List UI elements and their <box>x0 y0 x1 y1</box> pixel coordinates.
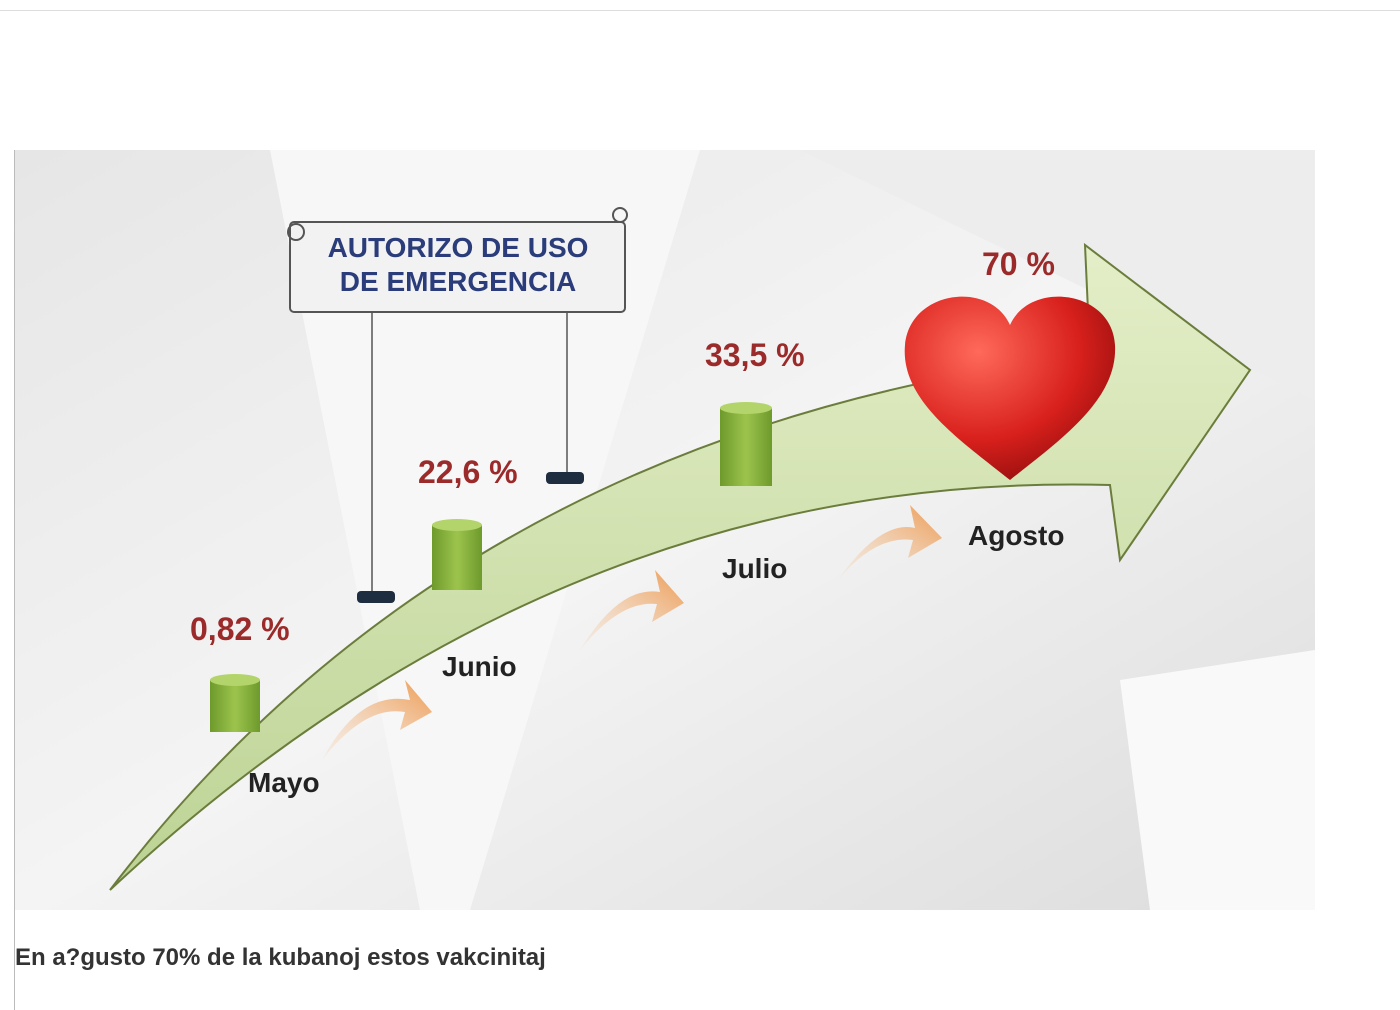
background-shape <box>1120 650 1315 910</box>
month-label: Junio <box>442 651 517 682</box>
divider <box>0 10 1400 11</box>
month-label: Mayo <box>248 767 320 798</box>
caption: En a?gusto 70% de la kubanoj estos vakci… <box>15 944 546 972</box>
month-label: Julio <box>722 553 787 584</box>
page: AUTORIZO DE USO DE EMERGENCIA Mayo 0,82 %… <box>0 0 1400 1010</box>
percent-label: 33,5 % <box>705 337 805 373</box>
infographic: AUTORIZO DE USO DE EMERGENCIA Mayo 0,82 %… <box>15 150 1315 910</box>
banner-text: DE EMERGENCIA <box>340 266 576 297</box>
percent-label: 22,6 % <box>418 454 518 490</box>
percent-label: 70 % <box>982 246 1055 282</box>
month-label: Agosto <box>968 520 1064 551</box>
banner-text: AUTORIZO DE USO <box>328 232 589 263</box>
percent-label: 0,82 % <box>190 611 290 647</box>
